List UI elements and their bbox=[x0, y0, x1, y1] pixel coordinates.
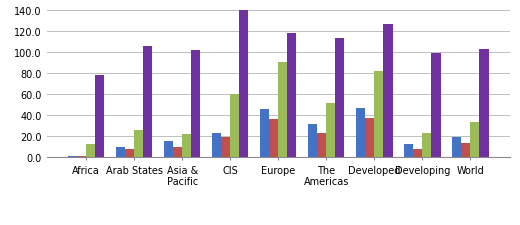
Bar bbox=[288, 34, 296, 157]
Bar bbox=[143, 47, 152, 158]
Bar bbox=[479, 49, 489, 158]
Bar bbox=[269, 120, 278, 158]
Bar bbox=[365, 119, 374, 158]
Bar bbox=[470, 122, 479, 158]
Bar bbox=[260, 109, 269, 158]
Bar bbox=[278, 62, 288, 158]
Bar bbox=[164, 142, 173, 158]
Bar bbox=[452, 138, 461, 157]
Bar bbox=[413, 149, 422, 158]
Bar bbox=[326, 103, 335, 158]
Bar bbox=[125, 150, 134, 157]
Bar bbox=[356, 108, 365, 158]
Bar bbox=[317, 133, 326, 158]
Bar bbox=[432, 54, 440, 158]
Bar bbox=[221, 137, 230, 158]
Bar bbox=[191, 51, 200, 158]
Bar bbox=[173, 147, 182, 158]
Bar bbox=[212, 133, 221, 157]
Bar bbox=[239, 11, 249, 157]
Bar bbox=[116, 147, 125, 158]
Bar bbox=[182, 134, 191, 158]
Bar bbox=[86, 144, 95, 158]
Bar bbox=[422, 133, 432, 157]
Bar bbox=[335, 38, 344, 157]
Bar bbox=[308, 124, 317, 158]
Bar bbox=[230, 95, 239, 158]
Bar bbox=[461, 143, 470, 157]
Bar bbox=[374, 72, 383, 158]
Bar bbox=[404, 144, 413, 158]
Bar bbox=[68, 156, 77, 158]
Bar bbox=[77, 156, 86, 158]
Bar bbox=[95, 76, 105, 158]
Bar bbox=[383, 25, 393, 158]
Bar bbox=[134, 130, 143, 157]
